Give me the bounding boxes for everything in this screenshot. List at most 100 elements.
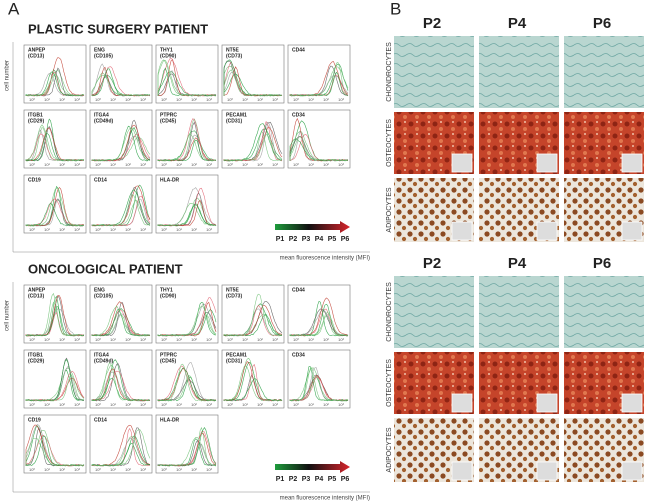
x-tick-label: 10² (125, 227, 131, 232)
micrograph (394, 276, 474, 348)
marker-name: CD34 (292, 352, 305, 358)
x-tick-label: 10⁰ (95, 402, 101, 407)
histogram-curve (91, 305, 151, 337)
x-tick-label: 10¹ (44, 402, 50, 407)
column-label: P4 (508, 255, 527, 272)
x-tick-label: 10⁰ (95, 337, 101, 342)
marker-name: CD14 (94, 177, 107, 183)
column-label: P6 (593, 255, 611, 272)
x-tick-label: 10⁰ (227, 402, 233, 407)
x-tick-label: 10³ (206, 402, 212, 407)
micrograph-inset (536, 393, 558, 413)
x-tick-label: 10¹ (110, 97, 116, 102)
column-label: P2 (423, 255, 441, 272)
marker-cd: (CD29) (28, 358, 44, 364)
x-tick-label: 10³ (338, 402, 344, 407)
histogram-curve (25, 425, 85, 467)
passage-label: P2 (289, 476, 298, 483)
passage-label: P6 (341, 236, 350, 243)
passage-label: P4 (315, 236, 324, 243)
x-tick-label: 10⁰ (161, 467, 167, 472)
x-tick-label: 10⁰ (95, 162, 101, 167)
x-tick-label: 10⁰ (161, 402, 167, 407)
x-tick-label: 10³ (74, 162, 80, 167)
x-tick-label: 10⁰ (29, 162, 35, 167)
x-tick-label: 10³ (206, 97, 212, 102)
x-tick-label: 10⁰ (29, 97, 35, 102)
x-tick-label: 10¹ (44, 227, 50, 232)
x-tick-label: 10² (125, 97, 131, 102)
row-label: CHONDROCYTES (386, 282, 393, 342)
histogram-curve (91, 309, 151, 337)
histogram-curve (91, 442, 151, 467)
marker-name: HLA-DR (160, 417, 180, 423)
x-tick-label: 10² (59, 337, 65, 342)
x-tick-label: 10⁰ (293, 162, 299, 167)
histogram-curve (91, 127, 151, 162)
histogram-frame (221, 44, 285, 104)
x-tick-label: 10² (59, 97, 65, 102)
histogram-frame (89, 174, 153, 234)
x-tick-label: 10³ (140, 162, 146, 167)
x-tick-label: 10¹ (308, 337, 314, 342)
x-tick-label: 10² (59, 162, 65, 167)
x-tick-label: 10² (323, 97, 329, 102)
marker-name: ITGB1 (28, 352, 43, 358)
x-tick-label: 10² (125, 337, 131, 342)
x-tick-label: 10² (257, 337, 263, 342)
histogram-curve (25, 202, 85, 227)
x-tick-label: 10² (323, 162, 329, 167)
x-tick-label: 10¹ (308, 402, 314, 407)
histogram-curve (91, 362, 151, 402)
histogram-curve (25, 133, 85, 162)
x-tick-label: 10² (257, 402, 263, 407)
marker-name: CD19 (28, 177, 41, 183)
column-label: P4 (508, 15, 527, 32)
x-tick-label: 10⁰ (29, 227, 35, 232)
x-tick-label: 10⁰ (227, 162, 233, 167)
x-tick-label: 10¹ (44, 337, 50, 342)
x-tick-label: 10² (323, 337, 329, 342)
x-tick-label: 10¹ (176, 467, 182, 472)
x-tick-label: 10² (59, 402, 65, 407)
column-label: P2 (423, 15, 441, 32)
marker-name: NT5E (226, 47, 239, 53)
marker-cd: (CD13) (28, 293, 44, 299)
x-tick-label: 10⁰ (29, 337, 35, 342)
histogram-curve (223, 314, 282, 337)
histogram-curve (157, 305, 217, 337)
marker-cd: (CD105) (94, 293, 113, 299)
x-tick-label: 10¹ (242, 337, 248, 342)
marker-name: HLA-DR (160, 177, 180, 183)
x-tick-label: 10³ (74, 467, 80, 472)
x-tick-label: 10³ (74, 227, 80, 232)
x-tick-label: 10¹ (110, 402, 116, 407)
x-tick-label: 10⁰ (227, 97, 233, 102)
x-tick-label: 10² (323, 402, 329, 407)
histogram-curve (223, 122, 283, 162)
histogram-curve (25, 438, 85, 467)
marker-name: CD19 (28, 417, 41, 423)
x-tick-label: 10¹ (176, 162, 182, 167)
x-tick-label: 10¹ (176, 402, 182, 407)
histogram-curve (289, 303, 349, 337)
x-tick-label: 10¹ (308, 97, 314, 102)
histogram-curve (25, 373, 85, 402)
section-title: ONCOLOGICAL PATIENT (28, 261, 183, 276)
micrograph-inset (536, 221, 558, 241)
passage-label: P4 (315, 476, 324, 483)
marker-name: PTPRC (160, 112, 177, 118)
row-label: ADIPOCYTES (386, 187, 393, 232)
x-tick-label: 10¹ (110, 162, 116, 167)
marker-name: CD44 (292, 287, 305, 293)
histogram-curve (157, 67, 216, 97)
x-tick-label: 10³ (206, 227, 212, 232)
x-axis-label: mean fluorescence intensity (MFI) (280, 256, 370, 262)
micrograph (479, 276, 559, 348)
histogram-curve (157, 427, 217, 467)
row-label: OSTEOCYTES (386, 119, 393, 167)
passage-label: P5 (328, 476, 337, 483)
x-tick-label: 10⁰ (95, 227, 101, 232)
x-tick-label: 10³ (140, 467, 146, 472)
x-tick-label: 10¹ (308, 162, 314, 167)
